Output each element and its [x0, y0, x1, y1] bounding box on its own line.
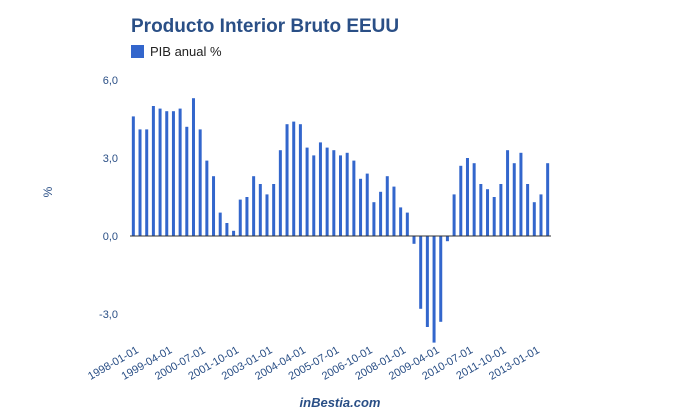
- bar: [459, 165, 463, 236]
- bar: [158, 108, 162, 236]
- legend-swatch: [131, 45, 144, 58]
- bar: [305, 147, 309, 236]
- bar: [432, 236, 436, 343]
- bar: [325, 147, 329, 236]
- bar: [145, 129, 149, 236]
- bar: [425, 236, 429, 327]
- bar: [465, 158, 469, 236]
- bar: [479, 184, 483, 236]
- bar: [492, 197, 496, 236]
- bar: [445, 236, 449, 242]
- bar: [419, 236, 423, 309]
- bar: [232, 230, 236, 236]
- bar: [399, 207, 403, 236]
- bar: [539, 194, 543, 236]
- bar: [412, 236, 416, 244]
- bar: [486, 189, 490, 236]
- bar: [198, 129, 202, 236]
- y-tick-label: 6,0: [103, 75, 118, 87]
- bar: [252, 176, 256, 236]
- bar: [439, 236, 443, 322]
- bar: [245, 197, 249, 236]
- bar: [318, 142, 322, 236]
- bar: [512, 163, 516, 236]
- legend-label: PIB anual %: [150, 44, 222, 59]
- chart-title: Producto Interior Bruto EEUU: [131, 16, 400, 37]
- bar: [151, 106, 155, 236]
- bar: [285, 124, 289, 236]
- bar: [292, 121, 296, 236]
- y-tick-label: 3,0: [103, 153, 118, 165]
- bar: [452, 194, 456, 236]
- bar: [472, 163, 476, 236]
- y-tick-label: -3,0: [99, 309, 118, 321]
- bar: [265, 194, 269, 236]
- bar: [258, 184, 262, 236]
- y-axis-label: %: [41, 186, 55, 197]
- bar: [332, 150, 336, 236]
- bar: [238, 199, 242, 236]
- bar: [218, 212, 222, 236]
- bar: [171, 111, 175, 236]
- bar: [225, 223, 229, 236]
- bar: [499, 184, 503, 236]
- bar: [312, 155, 316, 236]
- bar: [385, 176, 389, 236]
- bar: [212, 176, 216, 236]
- bar: [138, 129, 142, 236]
- bar: [352, 160, 356, 236]
- bar: [178, 108, 182, 236]
- bar: [379, 191, 383, 236]
- bar: [298, 124, 302, 236]
- bar: [185, 126, 189, 236]
- bar: [272, 184, 276, 236]
- bar: [205, 160, 209, 236]
- bar: [131, 116, 135, 236]
- bar: [372, 202, 376, 236]
- bar: [532, 202, 536, 236]
- y-tick-label: 0,0: [103, 231, 118, 243]
- bar: [546, 163, 550, 236]
- bar: [365, 173, 369, 236]
- bar: [506, 150, 510, 236]
- bar: [526, 184, 530, 236]
- bar: [519, 152, 523, 236]
- bar: [191, 98, 195, 236]
- source-credit[interactable]: inBestia.com: [299, 395, 381, 410]
- bar: [278, 150, 282, 236]
- bar: [165, 111, 169, 236]
- bar: [392, 186, 396, 236]
- bar: [345, 152, 349, 236]
- bar: [405, 212, 409, 236]
- legend[interactable]: PIB anual %: [131, 44, 222, 59]
- bar: [339, 155, 342, 236]
- bar: [359, 178, 363, 236]
